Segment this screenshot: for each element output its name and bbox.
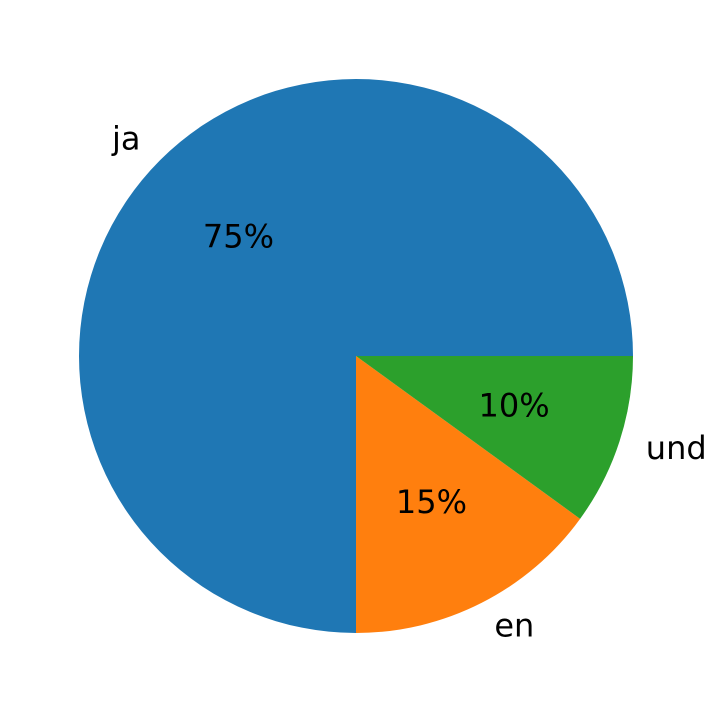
percent-label: 75% xyxy=(203,217,274,255)
slice-label: en xyxy=(494,606,534,644)
pie-slice xyxy=(356,356,581,633)
percent-label: 15% xyxy=(396,483,467,521)
pie-slice xyxy=(356,356,633,519)
slice-label: ja xyxy=(111,120,141,158)
slice-label: und xyxy=(646,429,707,467)
percent-label: 10% xyxy=(479,386,550,424)
